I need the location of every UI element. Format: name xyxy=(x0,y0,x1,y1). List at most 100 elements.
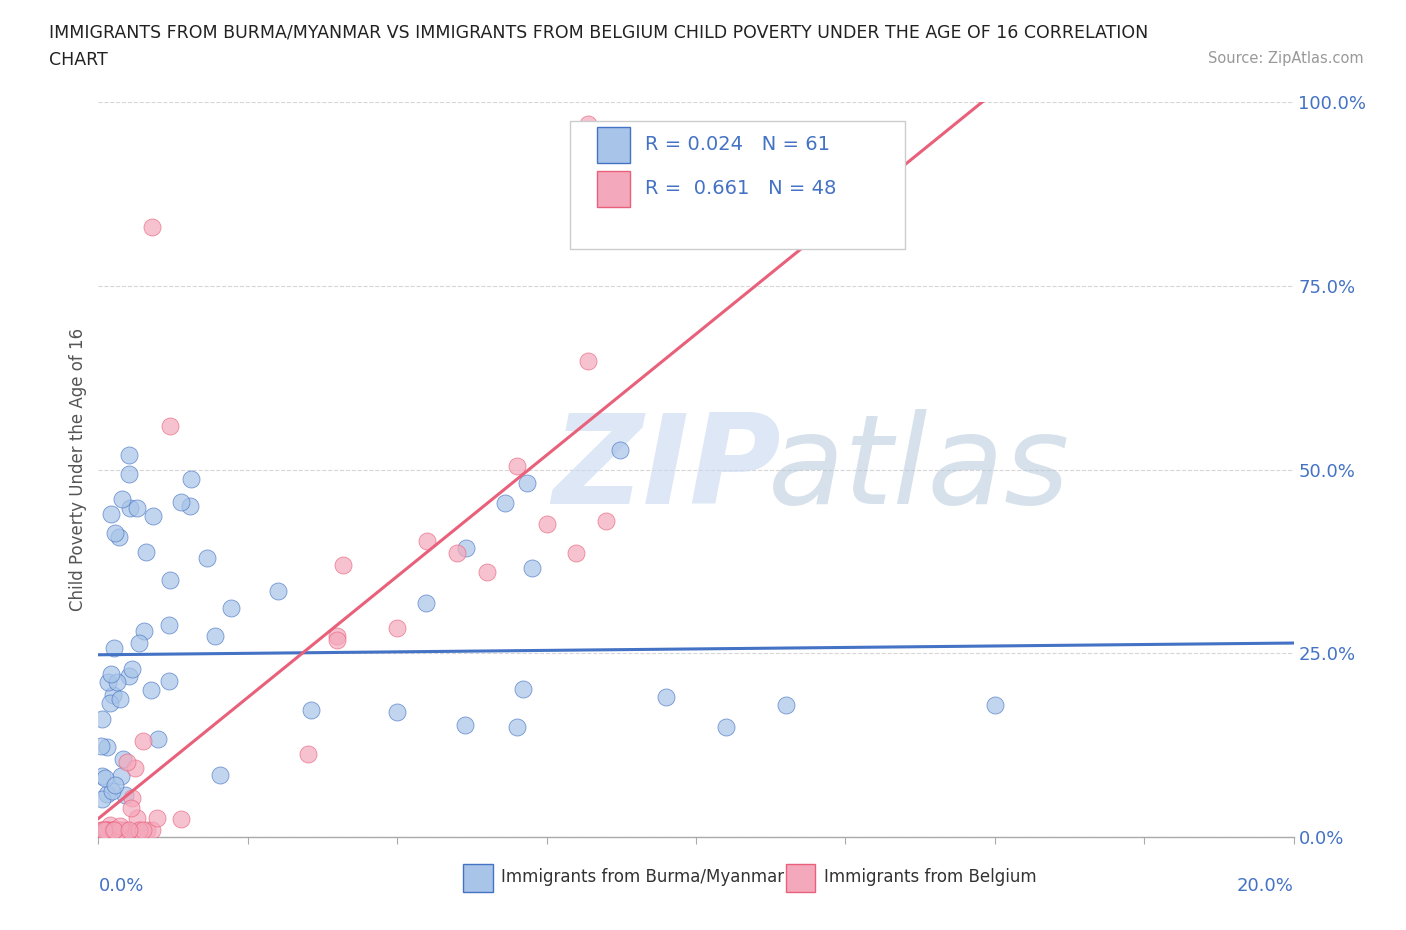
Point xyxy=(103,822,125,837)
Point xyxy=(121,790,143,805)
Point xyxy=(107,529,129,544)
Point xyxy=(512,682,534,697)
Text: atlas: atlas xyxy=(768,409,1070,530)
Point xyxy=(91,822,114,837)
Point xyxy=(204,628,226,643)
Point xyxy=(142,508,165,523)
Point xyxy=(775,698,797,712)
Point xyxy=(299,703,322,718)
Point xyxy=(146,811,169,826)
Point xyxy=(96,786,118,801)
Point xyxy=(159,573,181,588)
Point xyxy=(91,791,114,806)
Point xyxy=(179,498,201,513)
Point xyxy=(454,540,477,555)
Y-axis label: Child Poverty Under the Age of 16: Child Poverty Under the Age of 16 xyxy=(69,328,87,611)
Point xyxy=(506,458,529,473)
Point xyxy=(297,747,319,762)
Point xyxy=(108,822,131,837)
Point xyxy=(112,751,135,766)
Point xyxy=(104,525,127,540)
Point xyxy=(475,565,498,580)
Point xyxy=(90,768,112,783)
Point xyxy=(121,661,143,676)
Point xyxy=(159,418,181,433)
Point xyxy=(984,698,1007,712)
Point xyxy=(595,513,617,528)
Text: Immigrants from Burma/Myanmar: Immigrants from Burma/Myanmar xyxy=(501,869,785,886)
Point xyxy=(125,500,148,515)
Point xyxy=(141,683,163,698)
Point xyxy=(326,632,349,647)
Point xyxy=(98,695,121,710)
Point xyxy=(157,673,180,688)
Text: R =  0.661   N = 48: R = 0.661 N = 48 xyxy=(644,179,837,198)
Point xyxy=(609,443,631,458)
Point xyxy=(94,771,117,786)
Point xyxy=(332,558,354,573)
Text: 0.0%: 0.0% xyxy=(98,877,143,896)
Point xyxy=(101,822,124,837)
Point xyxy=(101,822,124,837)
Point xyxy=(91,822,114,837)
Point xyxy=(180,472,202,486)
Point xyxy=(115,822,138,837)
Point xyxy=(101,822,124,837)
Point xyxy=(219,601,242,616)
FancyBboxPatch shape xyxy=(596,126,630,164)
Point xyxy=(157,618,180,633)
Point xyxy=(128,822,150,837)
Point xyxy=(96,822,118,837)
Point xyxy=(104,777,127,792)
Point xyxy=(494,496,516,511)
FancyBboxPatch shape xyxy=(596,170,630,207)
Point xyxy=(128,636,150,651)
FancyBboxPatch shape xyxy=(786,864,815,892)
Point xyxy=(578,353,600,368)
Point xyxy=(101,687,124,702)
Point xyxy=(169,811,191,826)
Point xyxy=(326,629,349,644)
Point xyxy=(118,669,141,684)
Point xyxy=(536,516,558,531)
Point xyxy=(105,674,128,689)
Point xyxy=(118,467,141,482)
Point xyxy=(170,494,193,509)
Text: 20.0%: 20.0% xyxy=(1237,877,1294,896)
Point xyxy=(520,560,543,575)
Point xyxy=(118,448,141,463)
Point xyxy=(111,491,134,506)
Point xyxy=(446,546,468,561)
Point xyxy=(108,819,131,834)
Point xyxy=(98,817,121,832)
Text: Source: ZipAtlas.com: Source: ZipAtlas.com xyxy=(1208,51,1364,66)
Point xyxy=(135,545,157,560)
Point xyxy=(90,738,112,753)
Point xyxy=(134,624,156,639)
Point xyxy=(655,690,678,705)
Point xyxy=(93,822,115,837)
Point xyxy=(415,596,437,611)
Point xyxy=(107,822,129,837)
Point xyxy=(141,822,163,837)
Point xyxy=(100,667,122,682)
Point xyxy=(115,754,138,769)
Point xyxy=(714,720,737,735)
Point xyxy=(97,674,120,689)
Point xyxy=(136,822,159,837)
Text: R = 0.024   N = 61: R = 0.024 N = 61 xyxy=(644,136,830,154)
Point xyxy=(454,717,477,732)
Point xyxy=(506,720,529,735)
Point xyxy=(128,822,150,837)
Point xyxy=(516,476,538,491)
Point xyxy=(118,500,141,515)
Point xyxy=(124,761,146,776)
Point xyxy=(114,788,136,803)
Point xyxy=(110,768,132,783)
Text: Immigrants from Belgium: Immigrants from Belgium xyxy=(824,869,1036,886)
Point xyxy=(118,822,141,837)
Point xyxy=(94,822,117,837)
Point xyxy=(132,822,155,837)
FancyBboxPatch shape xyxy=(463,864,494,892)
Point xyxy=(120,801,142,816)
